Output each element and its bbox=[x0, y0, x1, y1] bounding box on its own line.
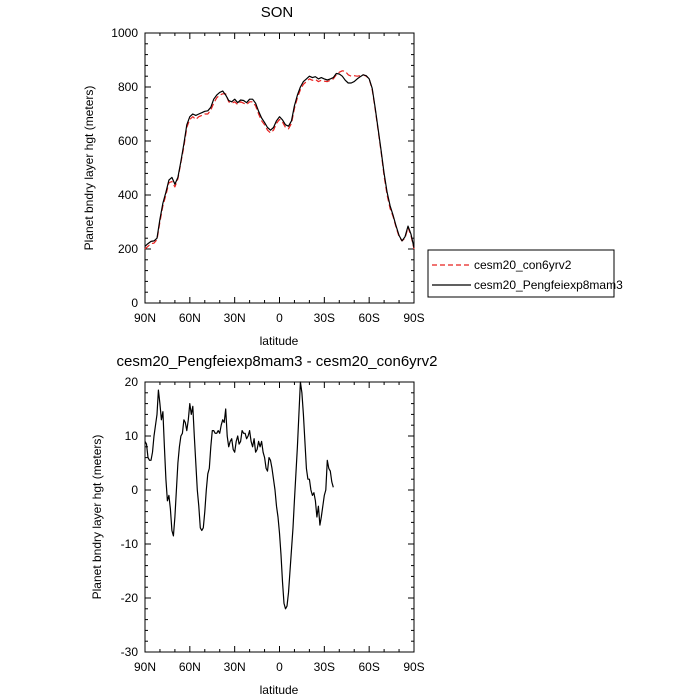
series-line-0-0 bbox=[144, 70, 415, 250]
y-tick-label: 200 bbox=[118, 242, 138, 256]
y-tick-label: -20 bbox=[121, 591, 139, 605]
x-tick-label: 30S bbox=[314, 311, 335, 325]
y-tick-label: 1000 bbox=[111, 26, 138, 40]
upper-chart-ticks bbox=[144, 32, 415, 304]
upper-chart: SON 90N 60N 30N 0 30S 60S 90S 0 200 400 600 800 100… bbox=[82, 4, 425, 348]
legend-label-con6yrv2: cesm20_con6yrv2 bbox=[474, 258, 572, 272]
upper-y-tick-labels: 0 200 400 600 800 1000 bbox=[111, 26, 138, 310]
lower-x-tick-labels: 90N 60N 30N 0 30S 60S 90S bbox=[134, 660, 425, 674]
y-tick-label: 10 bbox=[125, 429, 139, 443]
y-tick-label: -10 bbox=[121, 537, 139, 551]
series-line-1-0 bbox=[144, 381, 334, 610]
lower-chart-ticks bbox=[144, 381, 415, 653]
x-tick-label: 60N bbox=[179, 660, 201, 674]
x-tick-label: 90N bbox=[134, 660, 156, 674]
upper-x-axis-label: latitude bbox=[260, 334, 299, 348]
upper-y-axis-label: Planet bndry layer hgt (meters) bbox=[82, 86, 96, 251]
upper-x-tick-labels: 90N 60N 30N 0 30S 60S 90S bbox=[134, 311, 425, 325]
upper-chart-series bbox=[144, 70, 415, 250]
x-tick-label: 30S bbox=[314, 660, 335, 674]
y-tick-label: 400 bbox=[118, 188, 138, 202]
upper-chart-title: SON bbox=[261, 4, 294, 21]
y-tick-label: -30 bbox=[121, 645, 139, 659]
lower-x-axis-label: latitude bbox=[260, 683, 299, 697]
y-tick-label: 0 bbox=[131, 483, 138, 497]
x-tick-label: 0 bbox=[276, 660, 283, 674]
legend-box bbox=[427, 249, 615, 298]
lower-y-axis-label: Planet bndry layer hgt (meters) bbox=[90, 435, 104, 600]
lower-chart: cesm20_Pengfeiexp8mam3 - cesm20_con6yrv2… bbox=[90, 353, 438, 697]
x-tick-label: 30N bbox=[224, 660, 246, 674]
lower-y-tick-labels: -30 -20 -10 0 10 20 bbox=[121, 375, 139, 659]
x-tick-label: 60S bbox=[358, 660, 379, 674]
lower-chart-title: cesm20_Pengfeiexp8mam3 - cesm20_con6yrv2 bbox=[117, 353, 438, 370]
series-line-0-1 bbox=[144, 72, 415, 248]
x-tick-label: 90S bbox=[403, 311, 424, 325]
y-tick-label: 600 bbox=[118, 134, 138, 148]
y-tick-label: 20 bbox=[125, 375, 139, 389]
x-tick-label: 60N bbox=[179, 311, 201, 325]
x-tick-label: 30N bbox=[224, 311, 246, 325]
x-tick-label: 90S bbox=[403, 660, 424, 674]
legend: cesm20_con6yrv2 cesm20_Pengfeiexp8mam3 bbox=[427, 249, 623, 298]
x-tick-label: 90N bbox=[134, 311, 156, 325]
x-tick-label: 60S bbox=[358, 311, 379, 325]
y-tick-label: 800 bbox=[118, 80, 138, 94]
y-tick-label: 0 bbox=[131, 296, 138, 310]
lower-chart-series bbox=[144, 381, 334, 610]
x-tick-label: 0 bbox=[276, 311, 283, 325]
upper-plot-frame bbox=[144, 32, 415, 304]
legend-label-pengfei: cesm20_Pengfeiexp8mam3 bbox=[474, 278, 623, 292]
